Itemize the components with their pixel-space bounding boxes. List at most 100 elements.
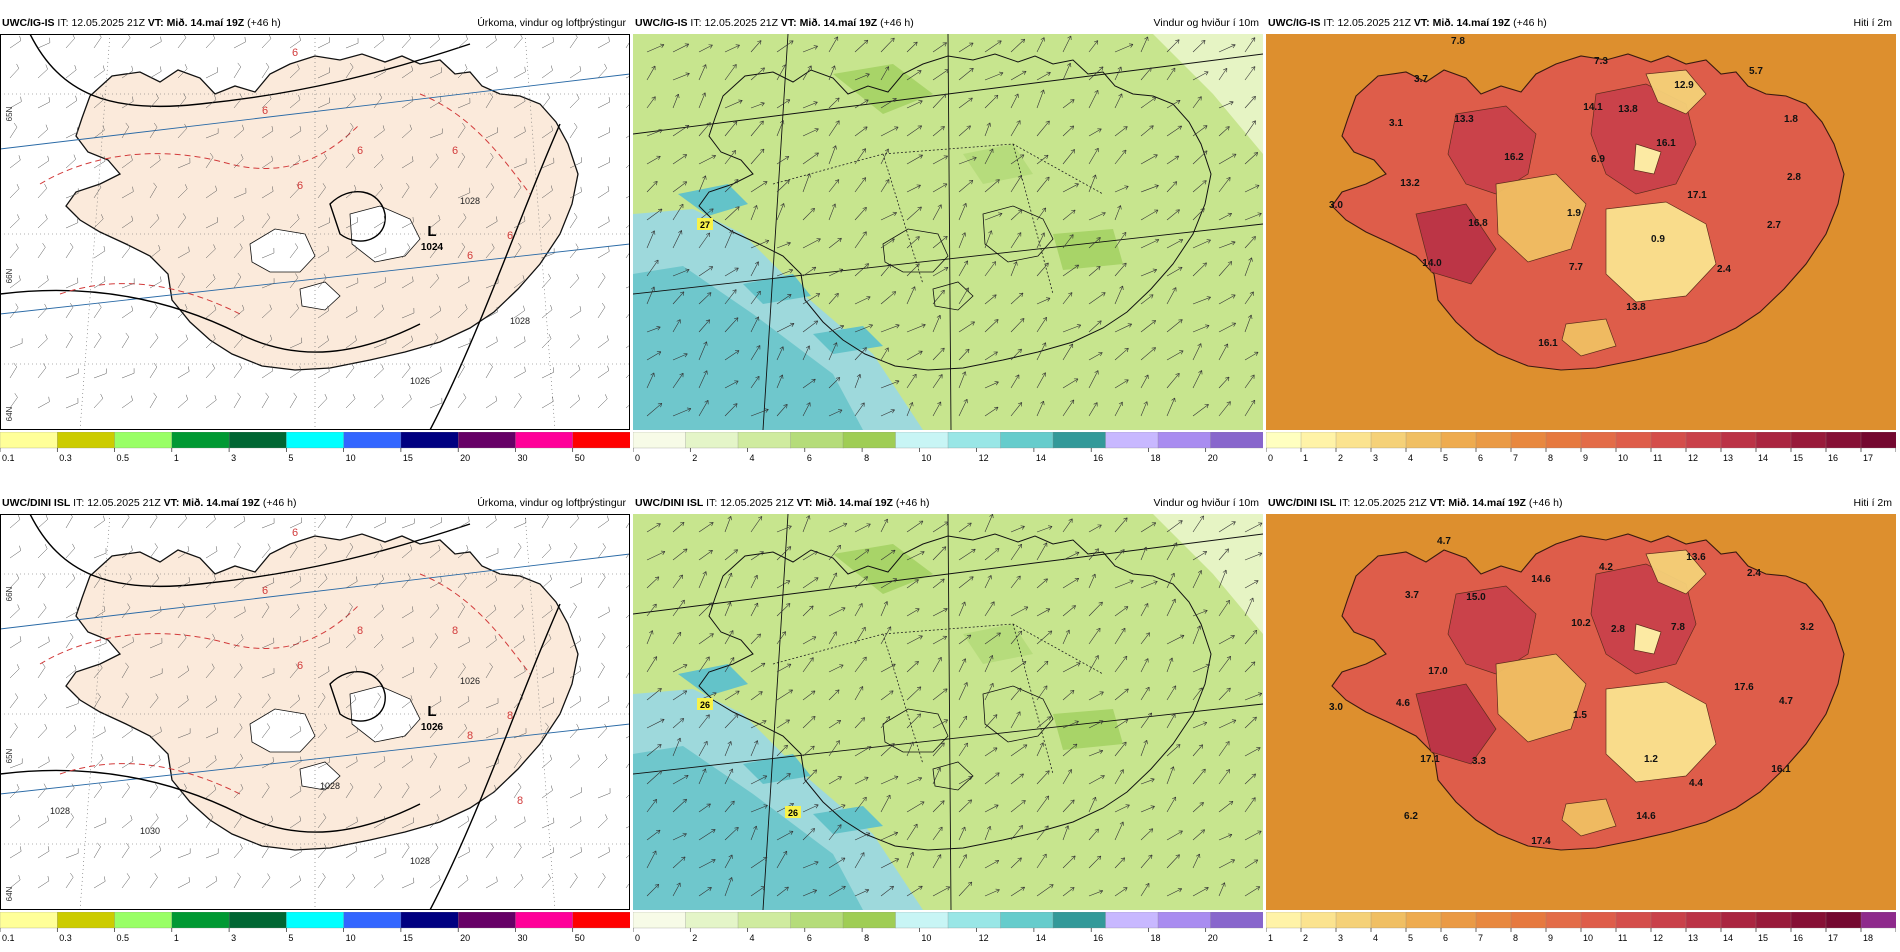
legend-tick-label: 8	[864, 933, 869, 943]
legend-tick-label: 6	[807, 453, 812, 463]
temp-value-label: 6.9	[1591, 154, 1605, 165]
temp-value-label: 17.0	[1428, 666, 1448, 677]
temp-value-label: 1.5	[1573, 710, 1587, 721]
legend-tick-label: 9	[1583, 453, 1588, 463]
legend-tick-label: 20	[460, 453, 470, 463]
legend-swatch	[515, 912, 573, 928]
legend-swatch	[1406, 912, 1442, 928]
temp-value-label: 3.7	[1414, 74, 1428, 85]
legend-tick-label: 14	[1758, 453, 1768, 463]
legend-swatch	[1756, 432, 1792, 448]
isobar-label: 1030	[140, 826, 160, 836]
temp-value-label: 17.6	[1734, 682, 1754, 693]
legend-swatch	[115, 912, 173, 928]
init-time: 12.05.2025 21Z	[1353, 497, 1427, 509]
legend-swatch	[1158, 432, 1211, 448]
legend-swatch	[1106, 432, 1159, 448]
legend-swatch	[1581, 432, 1617, 448]
legend-swatch	[1651, 912, 1687, 928]
temp-value-label: 13.8	[1626, 302, 1646, 313]
model-name: UWC/IG-IS	[635, 17, 688, 29]
precip-contour-label: 8	[467, 730, 473, 742]
legend-swatch	[1441, 912, 1477, 928]
legend-tick-label: 1	[174, 933, 179, 943]
valid-time: Mið. 14.maí 19Z	[800, 17, 878, 29]
panel-header: UWC/DINI ISL IT: 12.05.2025 21Z VT: Mið.…	[1266, 492, 1896, 514]
legend-tick-label: 18	[1150, 933, 1160, 943]
legend-tick-label: 3	[1373, 453, 1378, 463]
legend-tick-label: 2	[692, 933, 697, 943]
temp-value-label: 14.0	[1422, 258, 1442, 269]
low-pressure-letter: L	[427, 223, 436, 240]
legend-swatch	[57, 432, 115, 448]
latitude-label: 66N	[5, 586, 14, 601]
legend-tick-label: 4	[1373, 933, 1378, 943]
legend-swatch	[286, 432, 344, 448]
valid-time: Mið. 14.maí 19Z	[167, 17, 245, 29]
legend-tick-label: 18	[1863, 933, 1873, 943]
temp-value-label: 3.7	[1405, 590, 1419, 601]
legend-canvas: 12345678910111213141516171819	[1266, 912, 1896, 952]
temp-value-label: 4.7	[1437, 536, 1451, 547]
legend-tick-label: 0.1	[2, 453, 15, 463]
legend-tick-label: 0	[635, 453, 640, 463]
legend-swatch	[896, 912, 949, 928]
panel-precip-dini: UWC/DINI ISL IT: 12.05.2025 21Z VT: Mið.…	[0, 492, 630, 952]
legend-swatch	[1616, 432, 1652, 448]
temp-value-label: 13.2	[1400, 178, 1420, 189]
latitude-label: 65N	[5, 748, 14, 763]
legend-tick-label: 12	[979, 453, 989, 463]
legend-tick-label: 4	[750, 933, 755, 943]
legend-swatch	[686, 432, 739, 448]
temp-value-label: 1.9	[1567, 208, 1581, 219]
legend-tick-label: 4	[750, 453, 755, 463]
vt-label: VT:	[148, 17, 164, 29]
legend-tick-label: 10	[346, 933, 356, 943]
legend-swatch	[1791, 432, 1827, 448]
temp-value-label: 6.2	[1404, 811, 1418, 822]
temp-value-label: 16.1	[1771, 764, 1791, 775]
legend-swatch	[633, 432, 686, 448]
temp-value-label: 4.4	[1689, 778, 1703, 789]
legend-swatch	[791, 432, 844, 448]
temp-value-label: 3.2	[1800, 622, 1814, 633]
precip-contour-label: 6	[297, 180, 303, 192]
legend-tick-label: 3	[231, 453, 236, 463]
legend-swatch	[1826, 912, 1862, 928]
legend-swatch	[1861, 432, 1896, 448]
legend-tick-label: 0.5	[117, 453, 130, 463]
legend-tick-label: 11	[1618, 933, 1627, 943]
legend-swatch	[1861, 912, 1896, 928]
legend-tick-label: 15	[1758, 933, 1768, 943]
legend-tick-label: 1	[1303, 453, 1308, 463]
vt-label: VT:	[164, 497, 180, 509]
panel-header: UWC/IG-IS IT: 12.05.2025 21Z VT: Mið. 14…	[1266, 12, 1896, 34]
legend-swatch	[1616, 912, 1652, 928]
model-name: UWC/IG-IS	[2, 17, 55, 29]
panel-header: UWC/DINI ISL IT: 12.05.2025 21Z VT: Mið.…	[633, 492, 1263, 514]
legend-tick-label: 8	[864, 453, 869, 463]
legend-swatch	[1791, 912, 1827, 928]
legend-tick-label: 7	[1478, 933, 1483, 943]
valid-time: Mið. 14.maí 19Z	[1433, 17, 1511, 29]
legend-swatch	[896, 432, 949, 448]
legend-swatch	[229, 432, 287, 448]
legend-swatch	[1211, 432, 1264, 448]
temp-value-label: 16.8	[1468, 218, 1488, 229]
legend-swatch	[1721, 432, 1757, 448]
temp-value-label: 4.6	[1396, 698, 1410, 709]
legend-temp: 0123456789101112131415161718	[1266, 432, 1896, 472]
legend-tick-label: 12	[1688, 453, 1698, 463]
model-name: UWC/DINI ISL	[1268, 497, 1336, 509]
legend-tick-label: 12	[1653, 933, 1663, 943]
it-label: IT:	[1339, 497, 1350, 509]
low-pressure-letter: L	[427, 703, 436, 720]
legend-tick-label: 13	[1688, 933, 1698, 943]
